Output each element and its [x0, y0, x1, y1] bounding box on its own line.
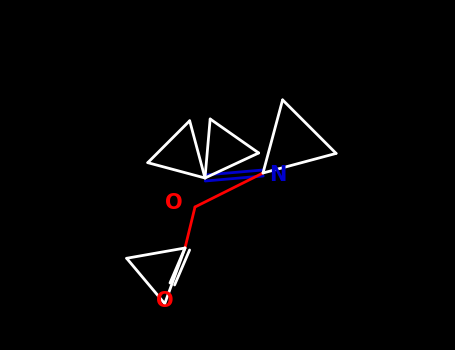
Text: N: N [269, 165, 286, 185]
Text: O: O [165, 193, 183, 213]
Text: O: O [156, 291, 174, 311]
